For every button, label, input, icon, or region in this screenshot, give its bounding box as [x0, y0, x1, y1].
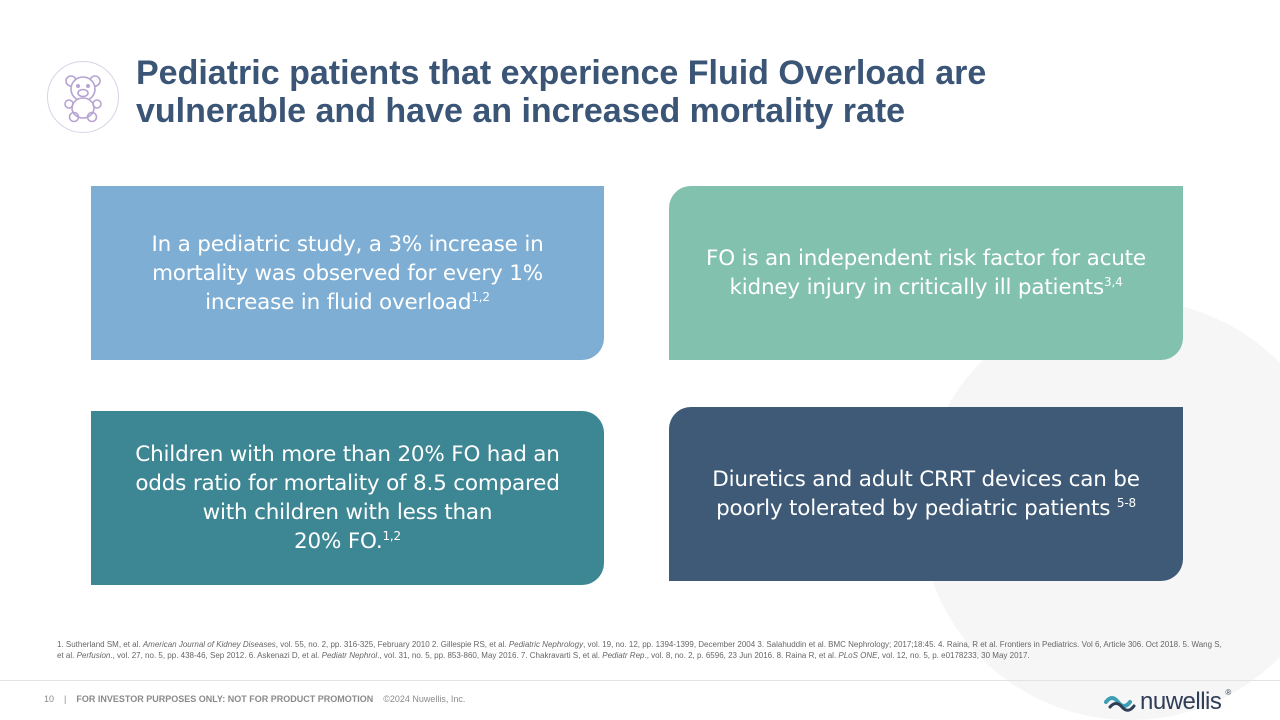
footer-separator: | — [64, 694, 67, 704]
page-number: 10 — [44, 694, 55, 704]
card-odds-ratio: Children with more than 20% FO had an od… — [91, 411, 604, 585]
citation-sup: 1,2 — [382, 528, 402, 543]
card-mortality-increase: In a pediatric study, a 3% increase in m… — [91, 186, 604, 360]
ref-journal: PLoS ONE — [838, 651, 878, 660]
footer-copyright: ©2024 Nuwellis, Inc. — [383, 694, 466, 704]
card-body: Diuretics and adult CRRT devices can be … — [712, 467, 1140, 521]
ref-text: ., vol. 27, no. 5, pp. 438-46, Sep 2012.… — [110, 651, 322, 660]
page-title: Pediatric patients that experience Fluid… — [136, 54, 1136, 130]
card-body: Children with more than 20% FO had an od… — [135, 442, 560, 525]
teddy-bear-badge — [47, 61, 119, 133]
teddy-bear-icon — [64, 75, 102, 123]
ref-text: , vol. 55, no. 2, pp. 316-325, February … — [275, 640, 509, 649]
card-body: In a pediatric study, a 3% increase in m… — [151, 231, 544, 315]
ref-journal: American Journal of Kidney Diseases — [142, 640, 276, 649]
footer-divider — [0, 680, 1280, 681]
ref-text: 1. Sutherland SM, et al. — [57, 640, 143, 649]
card-text: Diuretics and adult CRRT devices can be … — [693, 465, 1159, 523]
ref-text: , vol. 19, no. 12, pp. 1394-1399, Decemb… — [57, 640, 1222, 660]
ref-text: ., vol. 31, no. 5, pp. 853-860, May 2016… — [377, 651, 603, 660]
brand-name: nuwellis — [1140, 688, 1222, 715]
ref-journal: Pediatr Nephrol — [321, 651, 378, 660]
citation-sup: 3,4 — [1104, 274, 1123, 289]
ref-journal: Pediatric Nephrology — [508, 640, 584, 649]
ref-text: , vol. 12, no. 5, p. e0178233, 30 May 20… — [877, 651, 1030, 660]
page-title-line-2: vulnerable and have an increased mortali… — [136, 92, 906, 130]
card-text: In a pediatric study, a 3% increase in m… — [115, 230, 580, 317]
ref-journal: Perfusion — [76, 651, 111, 660]
card-body-line-2: 20% FO. — [294, 529, 383, 554]
ref-text: ., vol. 8, no. 2, p. 6596, 23 Jun 2016. … — [644, 651, 839, 660]
card-body: FO is an independent risk factor for acu… — [706, 246, 1146, 300]
ref-journal: Pediatr Rep — [602, 651, 645, 660]
wave-logo-icon — [1104, 696, 1136, 712]
citation-sup: 5-8 — [1116, 495, 1136, 510]
page-title-line-1: Pediatric patients that experience Fluid… — [136, 54, 987, 92]
references: 1. Sutherland SM, et al. American Journa… — [57, 639, 1227, 661]
card-aki-risk: FO is an independent risk factor for acu… — [669, 186, 1183, 360]
brand-logo: nuwellis ® — [1104, 688, 1231, 716]
citation-sup: 1,2 — [471, 289, 490, 304]
card-diuretics: Diuretics and adult CRRT devices can be … — [669, 407, 1183, 581]
registered-mark: ® — [1225, 688, 1232, 697]
card-text: Children with more than 20% FO had an od… — [115, 440, 580, 556]
footer-notice: FOR INVESTOR PURPOSES ONLY: NOT FOR PROD… — [76, 694, 374, 704]
card-text: FO is an independent risk factor for acu… — [693, 244, 1159, 302]
footer: 10 | FOR INVESTOR PURPOSES ONLY: NOT FOR… — [44, 694, 465, 704]
